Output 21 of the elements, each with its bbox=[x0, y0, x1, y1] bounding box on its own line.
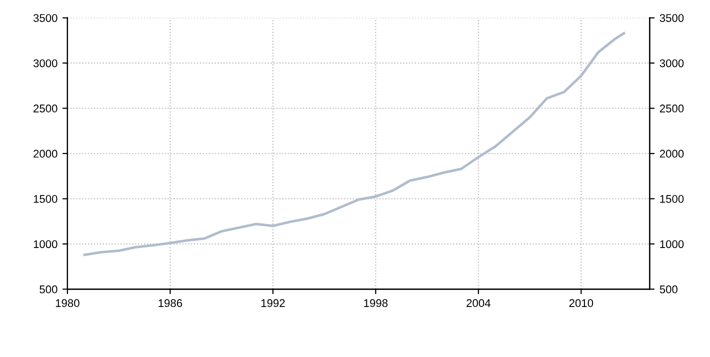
x-tick-label: 2010 bbox=[569, 299, 594, 308]
y2-tick-label: 500 bbox=[660, 285, 678, 294]
y2-tick-label: 1500 bbox=[660, 194, 684, 203]
y2-tick-label: 2000 bbox=[660, 150, 684, 158]
y-tick-label: 1000 bbox=[34, 240, 58, 248]
y-tick-label: 3000 bbox=[33, 59, 58, 68]
y-tick-label: 500 bbox=[40, 285, 58, 294]
y-tick-label: 3500 bbox=[33, 14, 58, 22]
y2-tick-label: 2500 bbox=[660, 104, 684, 112]
y-tick-label: 2500 bbox=[34, 104, 58, 112]
y-tick-label: 2000 bbox=[34, 150, 58, 158]
y2-tick-label: 1000 bbox=[660, 240, 684, 248]
line-series bbox=[83, 32, 626, 256]
y-tick-label: 1500 bbox=[34, 194, 58, 203]
y2-tick-label: 3000 bbox=[660, 59, 684, 68]
x-tick-label: 2004 bbox=[466, 299, 490, 308]
x-tick-label: 1998 bbox=[364, 299, 388, 308]
x-tick-label: 1986 bbox=[158, 299, 182, 308]
y2-tick-label: 3500 bbox=[660, 14, 684, 22]
x-tick-label: 1980 bbox=[56, 299, 80, 308]
x-tick-label: 1992 bbox=[261, 299, 285, 308]
